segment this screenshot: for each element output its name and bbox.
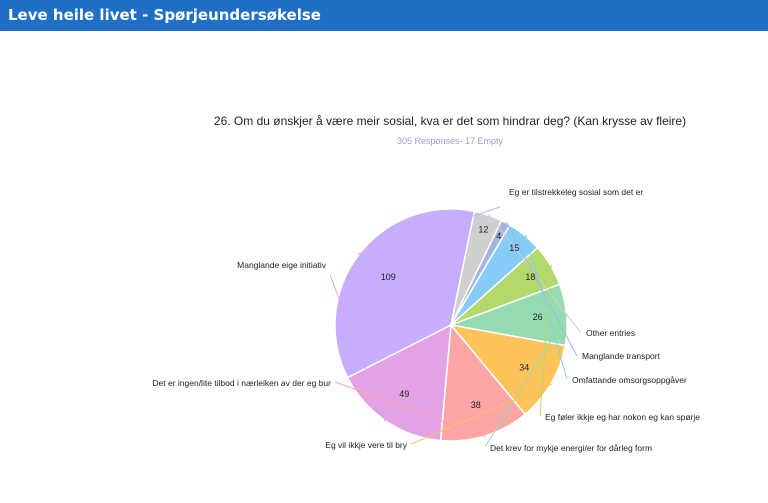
slice-value-label: 26	[533, 312, 543, 322]
leader-line	[334, 381, 486, 438]
pie-slice	[334, 208, 476, 379]
chart-subtitle: 305 Responses- 17 Empty	[396, 136, 504, 146]
slice-category-label: Det er ingen/lite tilbod i nærleiken av …	[152, 378, 331, 388]
leader-line	[329, 274, 386, 423]
slice-category-label: Eg vil ikkje vere til bry	[325, 440, 407, 450]
slice-category-label: Other entries	[586, 328, 635, 338]
leader-line	[484, 314, 568, 448]
slice-category-label: Omfattande omsorgsoppgåver	[572, 375, 687, 385]
app-title: Leve heile livet - Spørjeundersøkelse	[8, 6, 321, 24]
slice-value-label: 49	[399, 389, 409, 399]
slice-value-label: 34	[519, 363, 529, 373]
leader-line	[488, 213, 582, 334]
app-header: Leve heile livet - Spørjeundersøkelse	[0, 0, 768, 31]
pie-slice	[346, 323, 452, 442]
leader-line	[505, 221, 578, 357]
pie-slice	[449, 323, 567, 416]
leader-line	[524, 234, 568, 380]
pie-slice	[439, 323, 527, 442]
slice-category-label: Det krev for mykje energi/er for dårleg …	[490, 443, 652, 453]
slice-value-label: 18	[525, 272, 535, 282]
leader-line	[539, 264, 552, 417]
slice-category-label: Eg føler ikkje eg har nokon eg kan spørj…	[545, 412, 700, 422]
slice-value-label: 15	[509, 243, 519, 253]
slice-value-label: 4	[496, 231, 501, 241]
leader-line	[357, 206, 501, 255]
chart-title: 26. Om du ønskjer å være meir sosial, kv…	[213, 114, 687, 128]
slice-value-label: 12	[478, 224, 488, 234]
slice-category-label: Manglande transport	[582, 351, 661, 361]
slice-value-label: 109	[381, 272, 396, 282]
slice-category-label: Eg er tilstrekkeleg sosial som det er	[509, 187, 643, 197]
slice-category-label: Manglande eige initiativ	[237, 260, 327, 270]
leader-line	[410, 383, 553, 445]
slice-value-label: 38	[471, 400, 481, 410]
